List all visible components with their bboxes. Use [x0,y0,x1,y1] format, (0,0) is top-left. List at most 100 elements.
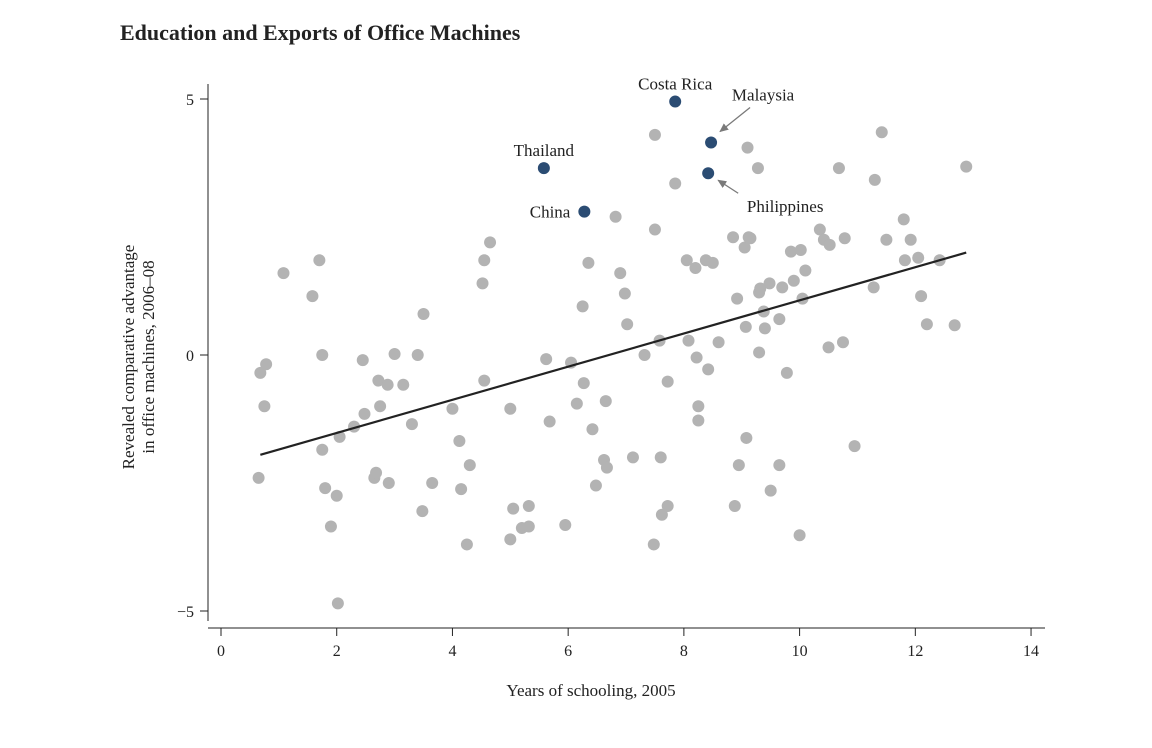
data-point [867,281,880,294]
y-tick-label: 0 [186,348,194,365]
data-point [324,520,337,533]
data-point [960,160,973,173]
x-tick-label: 4 [448,643,456,660]
data-point [374,400,387,413]
y-axis-ticks: 5 0 −5 [177,92,208,621]
x-tick-label: 12 [907,643,923,660]
data-point [478,374,491,387]
data-point [405,418,418,431]
data-point [455,483,468,496]
data-point [463,459,476,472]
data-point [576,300,589,313]
data-point [764,484,777,497]
data-point [776,281,789,294]
data-points [252,126,973,610]
data-point [702,363,715,376]
data-point [773,313,786,326]
data-point [372,374,385,387]
data-point [453,435,466,448]
data-point [692,414,705,427]
highlighted-point [578,205,591,218]
data-point [763,277,776,290]
x-tick-label: 14 [1023,643,1039,660]
data-point [388,347,401,360]
y-tick-label: −5 [177,604,194,621]
data-point [661,500,674,513]
data-point [836,336,849,349]
data-point [680,254,693,267]
data-point [690,351,703,364]
data-point [799,264,812,277]
highlighted-point [669,95,682,108]
data-point [559,518,572,531]
y-axis-label: Revealed comparative advantage in office… [119,245,158,470]
data-point [712,336,725,349]
data-point [731,292,744,305]
data-point [416,505,429,518]
data-point [898,254,911,267]
x-tick-label: 0 [217,643,225,660]
data-point [313,254,326,267]
point-label: Philippines [747,197,824,216]
data-point [484,236,497,249]
annotation-arrow [719,107,751,133]
data-point [794,244,807,257]
data-point [254,366,267,379]
data-point [793,529,806,542]
x-tick-label: 6 [564,643,572,660]
data-point [728,500,741,513]
data-point [738,241,751,254]
data-point [754,282,767,295]
data-point [739,320,752,333]
data-point [599,395,612,408]
data-point [780,366,793,379]
data-point [875,126,888,139]
data-point [426,477,439,489]
data-point [316,349,329,361]
x-tick-label: 2 [333,643,341,660]
point-label: China [530,203,571,222]
data-point [582,256,595,269]
x-tick-label: 10 [792,643,808,660]
data-point [543,415,556,428]
x-tick-label: 8 [680,643,688,660]
data-point [727,231,740,244]
highlighted-point [702,167,715,180]
data-point [784,245,797,258]
data-point [577,377,590,390]
data-point [706,256,719,269]
data-point [822,341,835,354]
data-point [504,533,517,546]
data-point [356,354,369,367]
data-point [638,349,651,361]
data-point [260,358,273,371]
data-point [682,334,695,347]
highlighted-points: Costa Rica Malaysia Thailand Philippines Chi… [514,75,824,222]
data-point [382,477,395,489]
data-point [614,267,627,280]
data-point [848,440,861,453]
data-point [417,308,430,321]
data-point [476,277,489,290]
data-point [460,538,473,551]
data-point [258,400,271,413]
data-point [740,431,753,444]
data-point [331,597,344,610]
data-point [522,520,535,533]
data-point [915,290,928,303]
annotation-arrow [717,179,739,194]
data-point [370,466,383,479]
y-axis-label-line2: in office machines, 2006–08 [139,260,158,453]
data-point [655,508,668,521]
data-point [897,213,910,226]
data-point [600,461,613,474]
data-point [504,402,517,415]
fit-line-group [260,251,967,456]
data-point [880,233,893,246]
data-point [277,267,290,280]
x-axis-label: Years of schooling, 2005 [506,681,675,700]
chart-title: Education and Exports of Office Machines [120,20,521,45]
data-point [330,489,343,502]
data-point [823,238,836,251]
highlighted-point [705,136,718,149]
